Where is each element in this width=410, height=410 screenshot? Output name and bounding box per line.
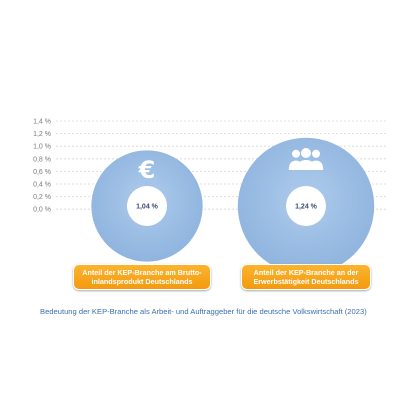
y-tick-label: 1,4 %: [33, 119, 51, 126]
bubble-center-0: [127, 186, 167, 226]
y-tick-label: 1,0 %: [33, 144, 51, 151]
y-tick-label: 0,4 %: [33, 182, 51, 189]
data-label-1: 1,24 %: [295, 204, 318, 211]
category-label-gdp: Anteil der KEP-Branche am Brutto- inland…: [73, 264, 211, 290]
y-tick-label: 0,8 %: [33, 156, 51, 163]
y-tick-label: 1,2 %: [33, 131, 51, 138]
category-label-employment: Anteil der KEP-Branche an der Erwerbstät…: [241, 264, 371, 290]
y-tick-label: 0,2 %: [33, 194, 51, 201]
data-label-0: 1,04 %: [136, 204, 159, 211]
y-tick-label: 0,6 %: [33, 169, 51, 176]
euro-icon: €: [138, 156, 156, 184]
chart-caption: Bedeutung der KEP-Branche als Arbeit- un…: [40, 307, 367, 316]
people-group-icon: [288, 148, 324, 170]
bubble-center-1: [286, 186, 326, 226]
y-tick-label: 0,0 %: [33, 207, 51, 214]
